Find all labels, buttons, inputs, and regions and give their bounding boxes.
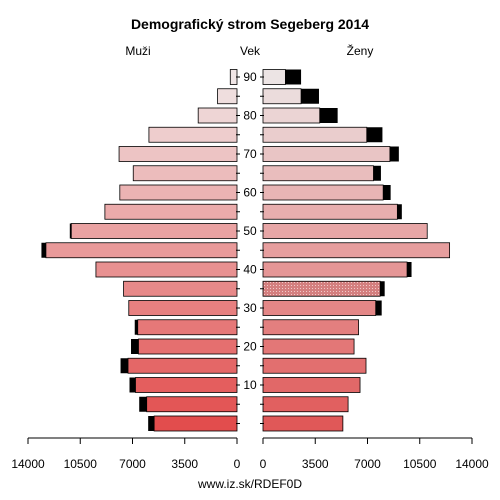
age-axis: 90 80 70 60 50 40 30 20 10: [236, 70, 264, 424]
female-bar-5-9: [262, 396, 349, 413]
female-bar-35-39: [262, 280, 381, 297]
age-tick-label: 60: [243, 186, 257, 200]
male-bar-15-19: [127, 357, 238, 374]
female-excess-30-34: [375, 300, 382, 316]
x-tick-label-right: 7000: [354, 457, 381, 471]
age-tick-label: 30: [243, 301, 257, 315]
male-bar-65-69: [132, 165, 238, 182]
female-bar-40-44: [262, 261, 408, 278]
male-excess-25-29: [134, 319, 138, 335]
female-bar-15-19: [262, 357, 367, 374]
age-tick-label: 70: [243, 147, 257, 161]
age-tick-label: 10: [243, 378, 257, 392]
x-tick-label-right: 14000: [455, 457, 489, 471]
female-bars: [262, 69, 451, 432]
male-excess-10-14: [129, 377, 136, 393]
male-bar-70-74: [118, 146, 238, 162]
female-bar-90+: [262, 69, 286, 85]
female-bar-75-79: [262, 126, 368, 143]
male-bar-45-49: [45, 242, 238, 259]
male-bar-20-24: [138, 338, 238, 355]
female-bar-25-29: [262, 319, 359, 336]
male-bars: [41, 69, 238, 432]
male-bar-75-79: [148, 126, 238, 143]
male-bar-35-39: [123, 280, 238, 297]
female-bar-85-89: [262, 88, 302, 105]
male-bar-90+: [229, 69, 238, 85]
males-label: Muži: [125, 44, 150, 58]
female-bar-10-14: [262, 377, 361, 393]
female-bar-45-49: [262, 242, 451, 259]
male-bar-10-14: [135, 377, 238, 393]
male-bar-80-84: [197, 107, 238, 124]
female-bar-30-34: [262, 300, 377, 316]
male-bar-40-44: [95, 261, 238, 278]
female-excess-90+: [285, 69, 302, 85]
female-excess-85-89: [301, 88, 319, 104]
x-tick-label-left: 0: [234, 457, 241, 471]
female-excess-80-84: [319, 108, 338, 123]
female-excess-55-59: [397, 204, 402, 220]
x-tick-label-left: 10500: [64, 457, 98, 471]
female-excess-65-69: [373, 165, 381, 181]
x-tick-label-right: 0: [260, 457, 267, 471]
x-tick-label-left: 7000: [119, 457, 146, 471]
female-excess-60-64: [383, 185, 391, 200]
male-bar-5-9: [146, 396, 238, 413]
female-excess-35-39: [380, 281, 385, 297]
footer-source: www.iz.sk/RDEF0D: [197, 477, 302, 491]
age-tick-label: 20: [243, 340, 257, 354]
female-excess-40-44: [407, 262, 412, 277]
age-tick-label: 40: [243, 263, 257, 277]
male-excess-15-19: [120, 358, 129, 374]
age-label: Vek: [240, 44, 261, 58]
female-bar-20-24: [262, 338, 355, 355]
male-excess-5-9: [139, 396, 147, 412]
x-tick-label-left: 3500: [171, 457, 198, 471]
female-bar-65-69: [262, 165, 374, 182]
male-bar-85-89: [217, 88, 238, 105]
x-tick-label-left: 14000: [11, 457, 45, 471]
female-bar-60-64: [262, 184, 384, 201]
male-bar-0-4: [153, 415, 238, 432]
female-bar-55-59: [262, 203, 398, 220]
male-bar-50-54: [70, 223, 238, 239]
x-tick-label-right: 10500: [403, 457, 437, 471]
age-tick-label: 50: [243, 224, 257, 238]
male-bar-60-64: [119, 184, 238, 201]
male-excess-0-4: [148, 416, 155, 431]
female-bar-0-4: [262, 415, 344, 432]
female-excess-75-79: [366, 127, 383, 143]
female-excess-70-74: [389, 146, 399, 162]
male-bar-25-29: [137, 319, 238, 336]
x-axes: 14000 10500 7000 3500 0 0 3500 7000 10500 14000: [11, 437, 489, 471]
chart-title: Demografický strom Segeberg 2014: [131, 16, 369, 32]
male-excess-20-24: [131, 339, 139, 354]
male-bar-55-59: [104, 203, 238, 220]
female-bar-80-84: [262, 107, 321, 124]
age-tick-label: 80: [243, 109, 257, 123]
male-bar-30-34: [128, 300, 238, 316]
male-excess-45-49: [41, 242, 46, 258]
male-excess-50-54: [69, 223, 72, 239]
females-label: Ženy: [347, 43, 374, 58]
x-tick-label-right: 3500: [302, 457, 329, 471]
female-bar-70-74: [262, 146, 391, 162]
female-bar-50-54: [262, 223, 428, 239]
age-tick-label: 90: [243, 70, 257, 84]
